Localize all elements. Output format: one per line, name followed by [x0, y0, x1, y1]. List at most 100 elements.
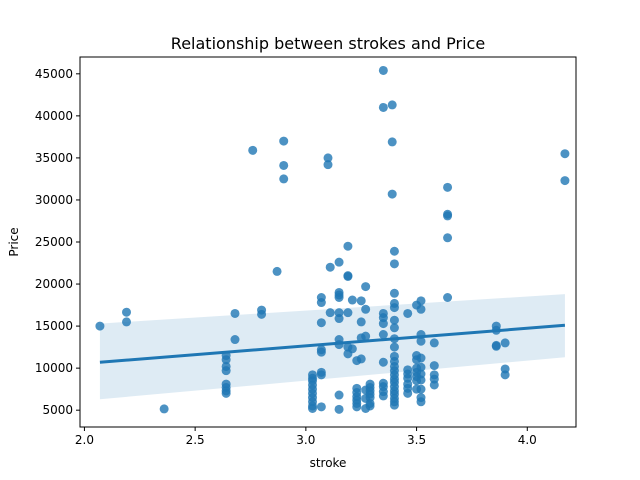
data-point [560, 176, 570, 186]
data-point [416, 384, 426, 394]
x-tick-label: 2.0 [75, 433, 94, 447]
data-point [325, 262, 335, 272]
data-point [500, 338, 510, 348]
data-point [122, 317, 131, 327]
data-point [443, 182, 453, 192]
data-point [334, 257, 344, 267]
data-point [378, 102, 388, 112]
data-point [389, 315, 399, 325]
data-point [323, 160, 333, 170]
data-point [416, 353, 426, 363]
y-tick-label: 45000 [35, 67, 73, 81]
data-point [347, 295, 357, 305]
data-point [343, 241, 353, 251]
data-point [387, 100, 397, 110]
data-point [316, 298, 326, 308]
data-point [343, 308, 353, 318]
data-point [378, 319, 388, 329]
data-point [416, 397, 426, 407]
data-point [429, 338, 439, 348]
data-point [387, 137, 397, 147]
chart-title: Relationship between strokes and Price [171, 34, 485, 53]
data-point [500, 370, 510, 380]
y-tick-label: 25000 [35, 235, 73, 249]
y-tick-label: 40000 [35, 109, 73, 123]
data-point [389, 259, 399, 269]
data-point [389, 303, 399, 313]
data-point [416, 304, 426, 314]
data-point [389, 323, 399, 333]
data-point [443, 233, 453, 243]
x-tick-label: 2.5 [186, 433, 205, 447]
data-point [279, 174, 289, 184]
x-tick-label: 4.0 [518, 433, 537, 447]
data-point [443, 293, 453, 302]
data-points [95, 65, 570, 414]
data-point [343, 271, 353, 281]
y-tick-label: 35000 [35, 151, 73, 165]
data-point [122, 307, 131, 317]
data-point [356, 354, 366, 364]
data-point [403, 388, 413, 398]
data-point [159, 404, 169, 414]
data-point [361, 331, 371, 341]
data-point [560, 149, 570, 159]
y-tick-label: 10000 [35, 361, 73, 375]
data-point [221, 355, 231, 365]
data-point [257, 309, 267, 319]
data-point [316, 402, 326, 412]
data-point [334, 314, 344, 324]
y-axis-label: Price [7, 227, 21, 256]
data-point [334, 293, 344, 302]
data-point [378, 65, 388, 75]
data-point [230, 308, 240, 318]
data-point [416, 375, 426, 385]
data-point [279, 160, 289, 170]
x-axis: 2.0 2.5 3.0 3.5 4.0 [75, 427, 537, 447]
data-point [334, 404, 344, 414]
data-point [316, 347, 326, 357]
y-tick-label: 15000 [35, 319, 73, 333]
data-point [361, 304, 371, 314]
y-tick-label: 30000 [35, 193, 73, 207]
data-point [352, 402, 362, 412]
data-point [221, 366, 231, 376]
data-point [389, 342, 399, 352]
data-point [334, 390, 344, 400]
data-point [356, 317, 366, 327]
data-point [416, 336, 426, 346]
data-point [378, 330, 388, 339]
data-point [378, 357, 388, 367]
data-point [389, 288, 399, 298]
data-point [389, 400, 399, 410]
x-axis-label: stroke [310, 456, 347, 470]
data-point [429, 361, 439, 371]
data-point [272, 266, 282, 276]
data-point [221, 388, 231, 398]
data-point [491, 341, 501, 351]
y-tick-label: 5000 [42, 403, 73, 417]
y-axis: 5000 10000 15000 20000 25000 30000 35000 40000 4… [35, 67, 80, 417]
data-point [416, 296, 426, 306]
data-point [443, 211, 453, 221]
data-point [378, 391, 388, 401]
regression-line [99, 323, 566, 364]
x-tick-label: 3.5 [407, 433, 426, 447]
confidence-band [99, 294, 565, 400]
data-point [429, 380, 439, 390]
data-point [356, 296, 366, 306]
data-point [389, 246, 399, 256]
data-point [387, 189, 397, 199]
data-point [325, 308, 335, 318]
data-point [361, 282, 371, 292]
data-point [248, 145, 258, 155]
data-point [279, 136, 289, 146]
data-point [416, 362, 426, 372]
data-point [230, 335, 240, 345]
data-point [308, 404, 317, 413]
data-point [403, 308, 413, 318]
data-point [323, 153, 333, 163]
data-point [95, 321, 105, 331]
